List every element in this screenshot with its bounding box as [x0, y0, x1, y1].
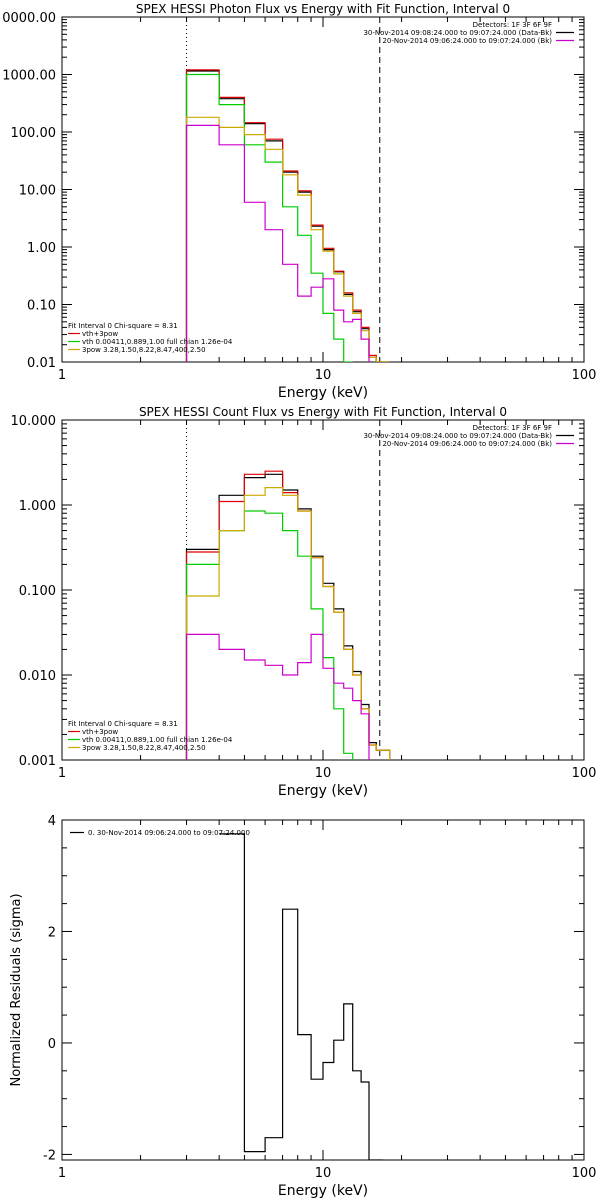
series-line-1 [185, 69, 390, 362]
x-tick-label: 1 [58, 1166, 66, 1181]
y-tick-label: 0.10 [27, 299, 56, 314]
plot-area [185, 470, 391, 760]
legend-header: Detectors: 1F 3F 6F 9F [473, 424, 552, 432]
legend-entry-label: vth+3pow [82, 330, 118, 338]
legend-header: Fit Interval 0 Chi-square = 8.31 [68, 720, 178, 728]
legend-entry-label: 30-Nov-2014 09:08:24.000 to 09:07:24.000… [363, 29, 552, 37]
series-line-2 [185, 510, 354, 760]
legend-entry-label: 3pow 3.28,1.50,8.22,8.47,400,2.50 [82, 346, 206, 354]
y-tick-label: 2 [48, 925, 56, 940]
x-tick-label: 10 [315, 1166, 332, 1181]
axes-frame [61, 419, 585, 761]
series-line-0 [185, 473, 391, 760]
panel-1: SPEX HESSI Photon Flux vs Energy with Fi… [2, 2, 596, 401]
panel-3: 1 10 100 Energy (keV) -2 0 2 4 Normalized Residu… [9, 814, 596, 1199]
legend-entry-label: vth+3pow [82, 728, 118, 736]
legend-header: Fit Interval 0 Chi-square = 8.31 [68, 322, 178, 330]
chart-title: SPEX HESSI Count Flux vs Energy with Fit… [139, 405, 507, 419]
x-axis-label: Energy (keV) [278, 783, 368, 799]
y-tick-label: 1000.00 [2, 69, 56, 84]
y-tick-label: 0.001 [19, 754, 56, 769]
legend-header: Detectors: 1F 3F 6F 9F [473, 21, 552, 29]
x-tick-label: 10 [315, 766, 332, 781]
series-line-4 [185, 633, 370, 760]
legend-entry-label: vth 0.00411,0.889,1.00 full chian 1.26e-… [82, 736, 233, 744]
panel-2: SPEX HESSI Count Flux vs Energy with Fit… [11, 405, 597, 799]
series-line-4 [185, 124, 370, 362]
series-line-1 [185, 470, 391, 760]
y-tick-label: 10.000 [11, 414, 57, 429]
legend-entry-label: vth 0.00411,0.889,1.00 full chian 1.26e-… [82, 338, 233, 346]
x-tick-label: 1 [58, 368, 66, 383]
x-tick-label: 100 [572, 1166, 597, 1181]
y-tick-label: 0.010 [19, 669, 56, 684]
x-tick-label: 1 [58, 766, 66, 781]
y-tick-label: 10.00 [19, 184, 56, 199]
plot-area [219, 833, 384, 1160]
x-tick-label: 10 [315, 368, 332, 383]
y-tick-label: 1.00 [27, 241, 56, 256]
axes-frame [61, 819, 585, 1161]
y-tick-label: 0.100 [19, 584, 56, 599]
legend-entry-label: 30-Nov-2014 09:08:24.000 to 09:07:24.000… [363, 432, 552, 440]
y-tick-label: 100.00 [11, 126, 57, 141]
series-line-3 [185, 116, 390, 362]
series-line-0 [219, 833, 384, 1160]
plot-area [185, 69, 390, 362]
y-tick-label: 4 [48, 814, 56, 829]
chart-title: SPEX HESSI Photon Flux vs Energy with Fi… [136, 2, 510, 16]
y-tick-label: 0000.00 [2, 11, 56, 26]
y-tick-label: -2 [43, 1148, 56, 1163]
legend-entry-label: 20-Nov-2014 09:06:24.000 to 09:07:24.000… [382, 440, 552, 448]
x-tick-label: 100 [572, 766, 597, 781]
legend-entry-label: 0. 30-Nov-2014 09:06:24.000 to 09:07:24.… [88, 829, 250, 837]
y-tick-label: 1.000 [19, 499, 56, 514]
x-tick-label: 100 [572, 368, 597, 383]
y-axis-label: Normalized Residuals (sigma) [9, 893, 24, 1086]
x-axis-label: Energy (keV) [278, 1183, 368, 1199]
series-line-0 [185, 70, 390, 362]
legend-entry-label: 3pow 3.28,1.50,8.22,8.47,400,2.50 [82, 744, 206, 752]
series-line-3 [185, 487, 391, 760]
y-tick-label: 0.01 [27, 356, 56, 371]
series-line-2 [185, 73, 353, 362]
y-tick-label: 0 [48, 1037, 56, 1052]
legend-entry-label: 20-Nov-2014 09:06:24.000 to 09:07:24.000… [382, 37, 552, 45]
x-axis-label: Energy (keV) [278, 385, 368, 401]
